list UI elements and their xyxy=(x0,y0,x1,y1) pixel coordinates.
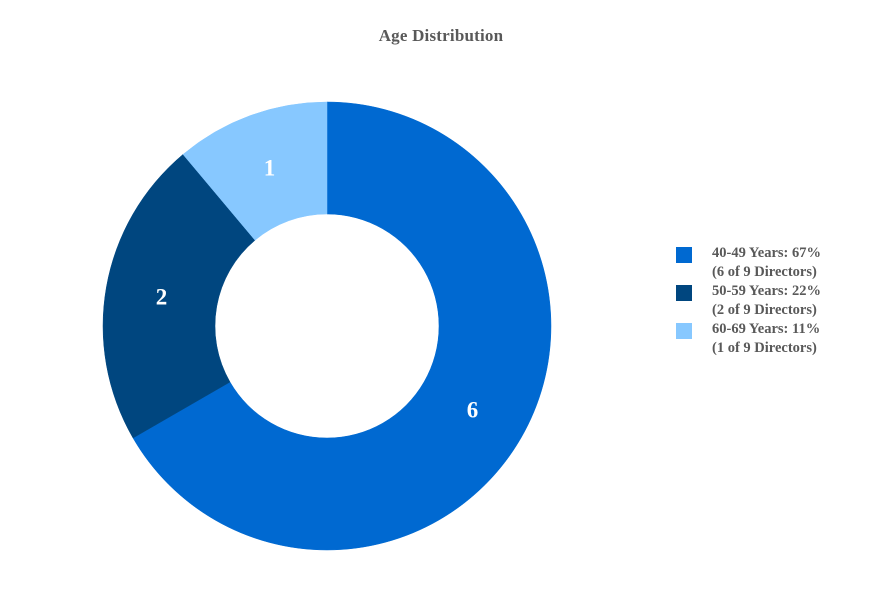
legend-item-60-69: 60-69 Years: 11% (1 of 9 Directors) xyxy=(676,320,876,358)
donut-slices xyxy=(102,101,552,551)
donut-slice-50-59-years xyxy=(102,154,256,439)
donut-slice-labels: 6 2 1 xyxy=(156,156,478,423)
legend-swatch-60-69 xyxy=(676,323,692,339)
slice-value-label-60-69-years: 1 xyxy=(264,156,276,181)
donut-slice-60-69-years xyxy=(182,101,328,241)
legend-swatch-50-59 xyxy=(676,285,692,301)
slice-value-label-50-59-years: 2 xyxy=(156,284,168,309)
legend-sublabel-40-49: (6 of 9 Directors) xyxy=(712,264,817,280)
legend-swatch-40-49 xyxy=(676,247,692,263)
legend-sublabel-50-59: (2 of 9 Directors) xyxy=(712,302,817,318)
legend: 40-49 Years: 67% (6 of 9 Directors) 50-5… xyxy=(676,244,876,358)
legend-label-60-69: 60-69 Years: 11% xyxy=(712,321,821,337)
chart-title: Age Distribution xyxy=(378,26,504,45)
slice-value-label-40-49-years: 6 xyxy=(467,398,479,423)
legend-item-40-49: 40-49 Years: 67% (6 of 9 Directors) xyxy=(676,244,876,282)
donut-slice-40-49-years xyxy=(132,101,552,551)
legend-item-50-59: 50-59 Years: 22% (2 of 9 Directors) xyxy=(676,282,876,320)
legend-label-50-59: 50-59 Years: 22% xyxy=(712,283,821,299)
legend-label-40-49: 40-49 Years: 67% xyxy=(712,245,821,261)
legend-sublabel-60-69: (1 of 9 Directors) xyxy=(712,340,817,356)
